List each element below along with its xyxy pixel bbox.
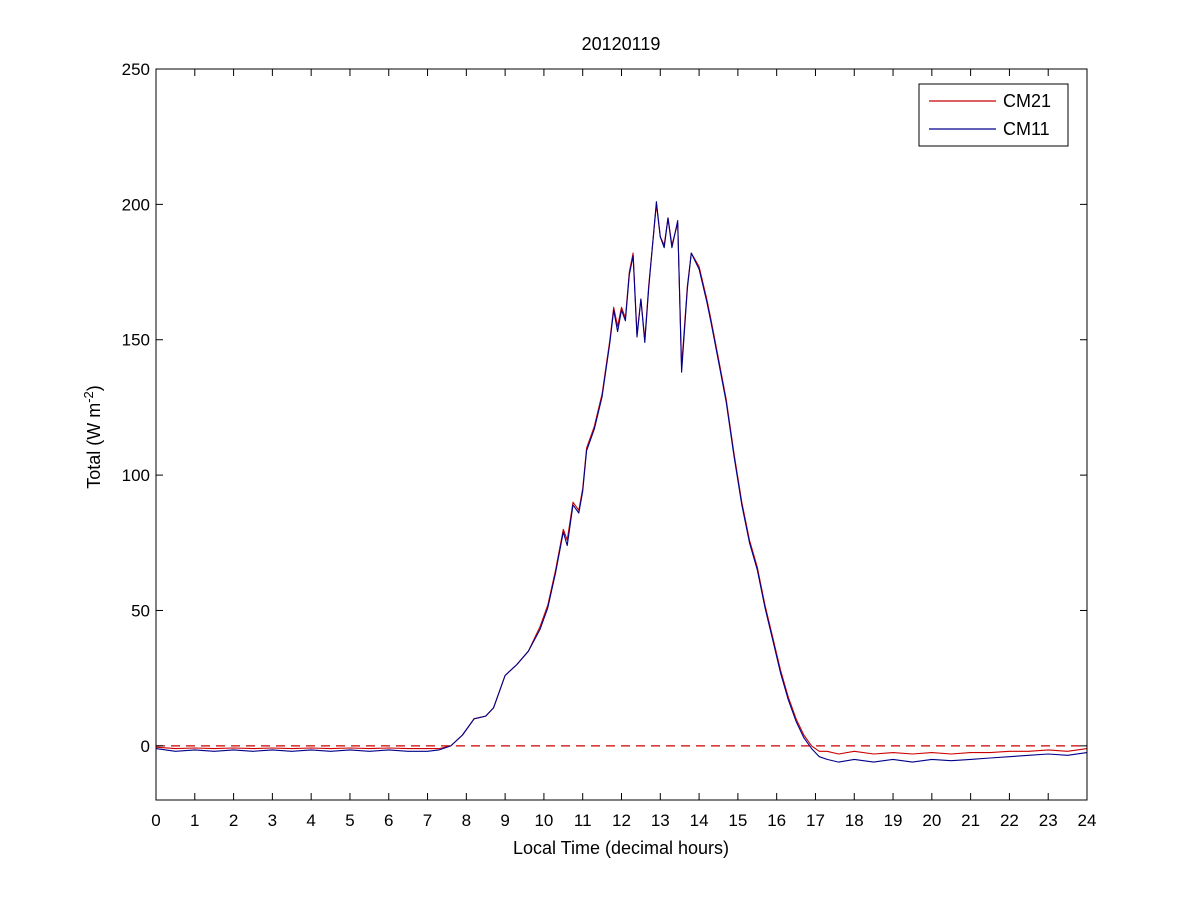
y-tick-label: 200: [122, 195, 150, 214]
x-tick-label: 9: [500, 811, 509, 830]
legend-box: [918, 83, 1069, 147]
legend: CM21 CM11: [918, 83, 1069, 147]
plot-area: 0 1 2 3 4 5 6 7 8 9 10 11 12 13 14 15 16 17 18 19 20 21 22 23 24…: [122, 60, 1097, 830]
x-tick-label: 14: [690, 811, 709, 830]
x-tick-label: 2: [229, 811, 238, 830]
y-axis-label: Total (W m-2): [81, 385, 105, 489]
y-tick-label: 100: [122, 466, 150, 485]
plot-background: [156, 69, 1087, 800]
x-tick-label: 10: [534, 811, 553, 830]
x-tick-label: 4: [306, 811, 315, 830]
x-tick-label: 13: [651, 811, 670, 830]
y-axis-label-superscript: -2: [81, 391, 96, 403]
x-axis-label: Local Time (decimal hours): [513, 838, 729, 858]
y-tick-label: 0: [141, 737, 150, 756]
x-tick-label: 20: [922, 811, 941, 830]
x-tick-label: 17: [806, 811, 825, 830]
x-tick-label: 0: [151, 811, 160, 830]
x-tick-label: 8: [462, 811, 471, 830]
x-tick-label: 22: [1000, 811, 1019, 830]
y-axis-label-prefix: Total (W m: [84, 403, 104, 489]
chart-title: 20120119: [582, 34, 661, 54]
y-axis-label-suffix: ): [84, 385, 104, 391]
x-tick-label: 7: [423, 811, 432, 830]
x-tick-label: 16: [767, 811, 786, 830]
x-tick-label: 18: [845, 811, 864, 830]
series-line-cm11: [155, 201, 1088, 763]
x-tick-label: 24: [1078, 811, 1097, 830]
legend-label-cm11: CM11: [1003, 119, 1050, 139]
x-tick-label: 6: [384, 811, 393, 830]
y-tick-label: 50: [131, 601, 150, 620]
x-tick-label: 12: [612, 811, 631, 830]
y-tick-label: 250: [122, 60, 150, 79]
x-tick-label: 23: [1039, 811, 1058, 830]
y-tick-label: 150: [122, 331, 150, 350]
x-tick-label: 5: [345, 811, 354, 830]
x-tick-label: 21: [961, 811, 980, 830]
x-tick-label: 15: [728, 811, 747, 830]
x-tick-label: 1: [190, 811, 199, 830]
legend-label-cm21: CM21: [1003, 91, 1051, 111]
x-tick-label: 19: [884, 811, 903, 830]
x-tick-label: 11: [574, 811, 592, 830]
x-tick-label: 3: [268, 811, 277, 830]
